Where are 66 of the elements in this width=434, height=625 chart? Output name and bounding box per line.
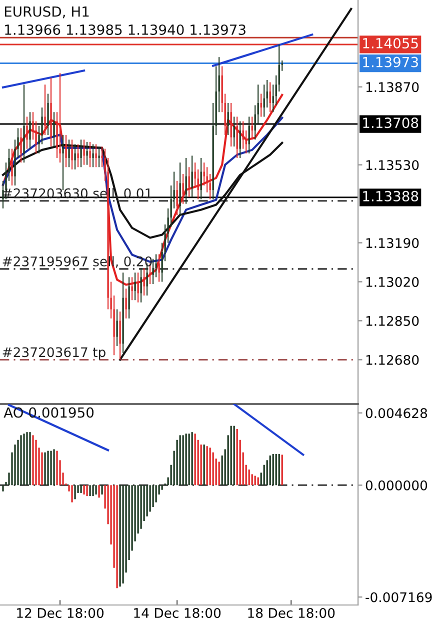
- y-tick-label: 1.13190: [366, 238, 419, 248]
- candlestick: [251, 116, 253, 140]
- candlestick: [65, 134, 67, 168]
- candlestick: [80, 139, 82, 168]
- candlestick: [197, 168, 199, 200]
- candlestick: [47, 93, 49, 136]
- candlestick: [98, 146, 100, 168]
- candlestick: [125, 288, 127, 320]
- candlestick: [83, 139, 85, 166]
- y-tick-label: 1.12680: [366, 354, 419, 365]
- ref-line-label: #237203617 tp: [2, 347, 106, 360]
- candlestick: [116, 308, 118, 347]
- candlestick: [188, 166, 190, 198]
- candlestick: [152, 258, 154, 285]
- candlestick: [200, 157, 202, 200]
- y-tick-label: -0.007169: [366, 592, 432, 602]
- candlestick: [182, 173, 184, 204]
- candlestick: [86, 141, 88, 166]
- y-tick-label: 1.13020: [366, 276, 419, 287]
- ref-line-label: 1.13708: [363, 118, 418, 128]
- candlestick: [74, 144, 76, 170]
- y-tick-label: 0.004628: [366, 408, 428, 418]
- candlestick: [146, 262, 148, 296]
- candlestick: [227, 102, 229, 136]
- candlestick: [209, 173, 211, 200]
- candlestick: [92, 144, 94, 168]
- text: 1.13966 1.13985 1.13940 1.13973: [5, 24, 246, 35]
- x-tick-label: 18 Dec 18:00: [248, 608, 335, 618]
- candlestick: [26, 116, 28, 150]
- candlestick: [239, 120, 241, 159]
- candlestick: [119, 311, 121, 360]
- ref-line-label: 1.13388: [363, 190, 418, 202]
- candlestick: [11, 148, 13, 186]
- candlestick: [266, 79, 268, 108]
- candlestick: [245, 130, 247, 154]
- candlestick: [278, 44, 280, 92]
- y-tick-label: 1.13530: [366, 160, 419, 170]
- x-tick-label: 14 Dec 18:00: [134, 608, 221, 618]
- candlestick: [158, 254, 160, 282]
- candlestick: [29, 112, 31, 150]
- candlestick: [128, 276, 130, 320]
- ref-line-label: 1.13973: [363, 56, 418, 68]
- candlestick: [23, 84, 25, 164]
- candlestick: [191, 155, 193, 198]
- candlestick: [20, 128, 22, 164]
- candlestick: [68, 139, 70, 168]
- candlestick: [260, 93, 262, 118]
- chart-title: AO 0.001950: [4, 407, 94, 418]
- y-tick-label: 1.13870: [366, 82, 419, 92]
- chart-title: EURUSD, H1: [4, 6, 89, 18]
- candlestick: [89, 141, 91, 168]
- candlestick: [140, 267, 142, 303]
- candlestick: [62, 134, 64, 191]
- candlestick: [53, 112, 55, 148]
- candlestick: [233, 116, 235, 148]
- candlestick: [95, 144, 97, 168]
- candlestick: [71, 139, 73, 170]
- candlestick: [77, 144, 79, 168]
- y-tick-label: 1.12850: [366, 316, 419, 326]
- x-tick-label: 12 Dec 18:00: [17, 608, 104, 618]
- candlestick: [236, 116, 238, 159]
- ref-line-label: 1.14055: [363, 38, 418, 49]
- candlestick: [134, 272, 136, 301]
- candlestick: [176, 180, 178, 216]
- candlestick: [179, 162, 181, 216]
- y-tick-label: 0.000000: [366, 480, 428, 490]
